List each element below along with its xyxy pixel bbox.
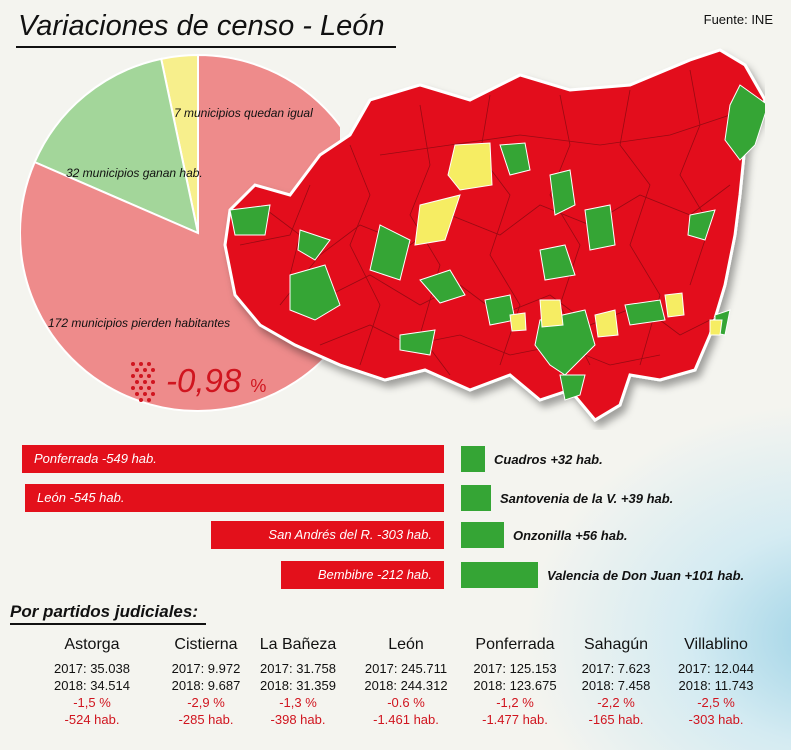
district-percent: -0.6 % bbox=[387, 695, 425, 710]
district-percent: -2,9 % bbox=[187, 695, 225, 710]
district-2017: 2017: 12.044 bbox=[678, 661, 754, 676]
province-outline bbox=[223, 48, 765, 422]
district-2017: 2017: 31.758 bbox=[260, 661, 336, 676]
district-percent: -1,2 % bbox=[496, 695, 534, 710]
district-percent: -1,5 % bbox=[73, 695, 111, 710]
district-2017: 2017: 125.153 bbox=[473, 661, 557, 676]
district-hab: -1.461 hab. bbox=[373, 712, 439, 727]
gain-bar-label: Cuadros +32 hab. bbox=[494, 452, 603, 467]
districts-title-underline bbox=[10, 623, 206, 625]
district-column: Cistierna 2017: 9.972 2018: 9.687 -2,9 % -28… bbox=[151, 636, 261, 728]
district-2018: 2018: 244.312 bbox=[364, 678, 448, 693]
district-2017: 2017: 35.038 bbox=[54, 661, 130, 676]
loss-bar-label: San Andrés del R. -303 hab. bbox=[268, 527, 432, 542]
total-change-number: -0,98 bbox=[166, 362, 242, 399]
district-percent: -2,5 % bbox=[697, 695, 735, 710]
total-change-value: -0,98 % bbox=[166, 362, 266, 400]
district-hab: -285 hab. bbox=[178, 712, 234, 727]
district-name: Cistierna bbox=[174, 636, 238, 653]
district-name: Sahagún bbox=[583, 636, 649, 653]
district-percent: -1,3 % bbox=[279, 695, 317, 710]
pie-slice-gain bbox=[33, 57, 200, 235]
pie-label-loss: 172 municipios pierden habitantes bbox=[48, 316, 231, 330]
district-2018: 2018: 11.743 bbox=[678, 678, 754, 693]
district-2018: 2018: 7.458 bbox=[581, 678, 651, 693]
pie-label-equal: 7 municipios quedan igual bbox=[174, 106, 313, 120]
district-column: La Bañeza 2017: 31.758 2018: 31.359 -1,3 % -… bbox=[243, 636, 353, 728]
district-2018: 2018: 9.687 bbox=[171, 678, 241, 693]
district-percent: -2,2 % bbox=[597, 695, 635, 710]
district-2018: 2018: 123.675 bbox=[473, 678, 557, 693]
equal-municipalities bbox=[414, 142, 723, 338]
district-hab: -165 hab. bbox=[588, 712, 644, 727]
district-column: Astorga 2017: 35.038 2018: 34.514 -1,5 % -52… bbox=[37, 636, 147, 728]
gain-municipalities bbox=[229, 84, 765, 401]
total-change-unit: % bbox=[250, 376, 267, 396]
district-name: Villablino bbox=[684, 636, 748, 653]
page-title: Variaciones de censo - León bbox=[18, 10, 385, 42]
district-name: Ponferrada bbox=[475, 636, 555, 653]
gain-bar-2 bbox=[461, 485, 491, 511]
district-hab: -303 hab. bbox=[688, 712, 744, 727]
district-2017: 2017: 7.623 bbox=[581, 661, 651, 676]
loss-bar-bembibre: Bembibre -212 hab. bbox=[281, 561, 444, 589]
district-name: Astorga bbox=[64, 636, 120, 653]
gain-bar-1 bbox=[461, 446, 485, 472]
loss-bar-san-andr-s-del-r-: San Andrés del R. -303 hab. bbox=[211, 521, 444, 549]
district-2017: 2017: 9.972 bbox=[171, 661, 241, 676]
district-column: Villablino 2017: 12.044 2018: 11.743 -2,5 %… bbox=[661, 636, 771, 728]
district-2018: 2018: 34.514 bbox=[54, 678, 130, 693]
loss-bar-label: León -545 hab. bbox=[37, 490, 125, 505]
gain-bar-label: Onzonilla +56 hab. bbox=[513, 528, 628, 543]
district-hab: -524 hab. bbox=[64, 712, 120, 727]
gain-bar-3 bbox=[461, 522, 504, 548]
pie-label-gain: 32 municipios ganan hab. bbox=[66, 166, 203, 180]
grid-of-red-dots-icon bbox=[131, 362, 155, 402]
loss-bar-label: Bembibre -212 hab. bbox=[317, 567, 432, 582]
district-2017: 2017: 245.711 bbox=[364, 661, 448, 676]
district-2018: 2018: 31.359 bbox=[260, 678, 336, 693]
gain-bar-4 bbox=[461, 562, 538, 588]
loss-bar-label: Ponferrada -549 hab. bbox=[34, 451, 157, 466]
district-column: Sahagún 2017: 7.623 2018: 7.458 -2,2 % -165 … bbox=[561, 636, 671, 728]
title-underline bbox=[16, 46, 396, 48]
source-label: Fuente: INE bbox=[703, 12, 773, 27]
district-name: León bbox=[388, 636, 424, 653]
district-name: La Bañeza bbox=[259, 636, 337, 653]
gain-bar-label: Valencia de Don Juan +101 hab. bbox=[547, 568, 745, 583]
district-column: Ponferrada 2017: 125.153 2018: 123.675 -1,2… bbox=[460, 636, 570, 728]
district-hab: -398 hab. bbox=[270, 712, 326, 727]
loss-bar-le-n: León -545 hab. bbox=[25, 484, 444, 512]
district-column: León 2017: 245.711 2018: 244.312 -0.6 % -1.4… bbox=[351, 636, 461, 728]
gain-bar-label: Santovenia de la V. +39 hab. bbox=[500, 491, 674, 506]
districts-title: Por partidos judiciales: bbox=[10, 602, 198, 621]
loss-bar-ponferrada: Ponferrada -549 hab. bbox=[22, 445, 444, 473]
leon-province-map bbox=[223, 48, 765, 422]
district-hab: -1.477 hab. bbox=[482, 712, 548, 727]
